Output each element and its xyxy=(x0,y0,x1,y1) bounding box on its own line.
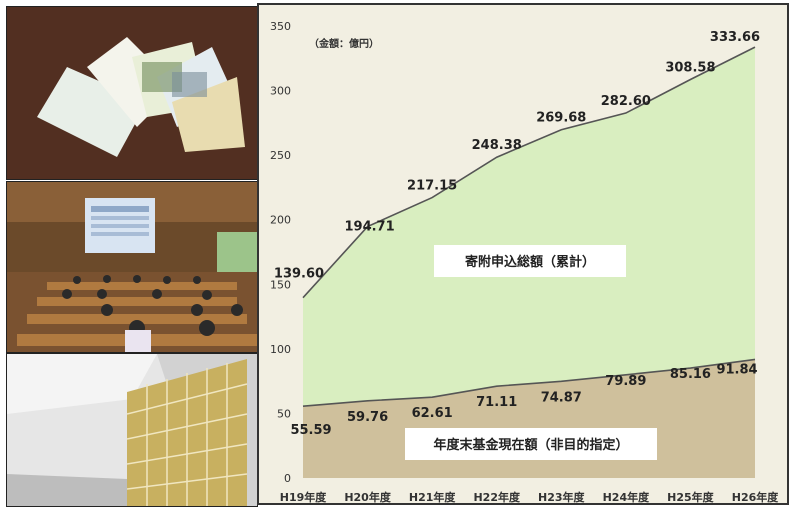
x-tick-label: H22年度 xyxy=(473,490,521,503)
x-tick-label: H19年度 xyxy=(280,490,328,503)
series-name: 年度末基金現在額（非目的指定） xyxy=(433,437,628,453)
lecture-hall-photo xyxy=(6,181,258,353)
x-tick-label: H23年度 xyxy=(538,490,586,503)
y-tick-label: 300 xyxy=(270,85,291,98)
series-line-fund-balance xyxy=(302,358,756,408)
data-label: 85.16 xyxy=(670,367,711,382)
data-label: 282.60 xyxy=(601,94,651,109)
x-tick-label: H24年度 xyxy=(603,490,651,503)
x-tick-label: H25年度 xyxy=(667,490,715,503)
donor-plaque-wall-photo xyxy=(6,353,258,507)
unit-note: （金額：億円） xyxy=(309,37,379,50)
data-label: 62.61 xyxy=(412,406,453,421)
series-line-cumulative-donations xyxy=(302,46,756,299)
brochures-photo xyxy=(6,6,258,180)
x-tick-label: H20年度 xyxy=(344,490,392,503)
data-label: 308.58 xyxy=(665,60,715,75)
data-label: 194.71 xyxy=(344,220,394,235)
x-tick-label: H26年度 xyxy=(732,490,780,503)
y-tick-label: 350 xyxy=(270,20,291,33)
series-label-box xyxy=(405,428,657,460)
chart-panel: 0 50 100 150 200 250 300 350 H19年度 H20年度 H21年度 H22年… xyxy=(257,3,789,505)
data-label: 139.60 xyxy=(274,267,324,282)
data-label: 59.76 xyxy=(347,410,388,425)
area-chart: 0 50 100 150 200 250 300 350 H19年度 H20年度 H21年度 H22年… xyxy=(270,20,780,503)
y-tick-label: 200 xyxy=(270,214,291,227)
data-label: 91.84 xyxy=(716,362,757,377)
data-label: 248.38 xyxy=(472,138,522,153)
data-label: 333.66 xyxy=(710,30,760,45)
data-label: 79.89 xyxy=(605,374,646,389)
series-label-box xyxy=(434,245,626,277)
data-label: 217.15 xyxy=(407,179,457,194)
data-label: 74.87 xyxy=(541,390,582,405)
data-label: 55.59 xyxy=(290,423,331,438)
y-tick-label: 150 xyxy=(270,278,291,291)
x-tick-label: H21年度 xyxy=(409,490,457,503)
data-label: 71.11 xyxy=(476,395,517,410)
y-tick-label: 250 xyxy=(270,149,291,162)
y-tick-label: 50 xyxy=(277,407,291,420)
y-tick-label: 0 xyxy=(284,472,291,485)
y-tick-label: 100 xyxy=(270,343,291,356)
data-label: 269.68 xyxy=(536,111,586,126)
series-name: 寄附申込総額（累計） xyxy=(465,254,595,270)
